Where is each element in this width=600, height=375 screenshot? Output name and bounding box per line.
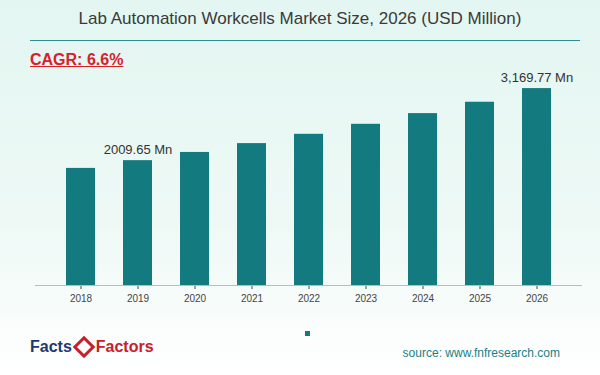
svg-text:3,169.77 Mn: 3,169.77 Mn xyxy=(501,70,573,85)
svg-text:2026: 2026 xyxy=(526,293,549,304)
svg-text:2025: 2025 xyxy=(469,293,492,304)
html-text:Lab Automation Workcells Marke: Lab Automation Workcells Market Size, 20… xyxy=(78,9,522,28)
html-text:source: www.fnfresearch.com: source: www.fnfresearch.com xyxy=(402,346,560,360)
svg-text:2024: 2024 xyxy=(412,293,435,304)
svg-text:2022: 2022 xyxy=(298,293,321,304)
svg-text:2021: 2021 xyxy=(241,293,264,304)
svg-text:2019: 2019 xyxy=(127,293,150,304)
svg-text:2023: 2023 xyxy=(355,293,378,304)
svg-text:2020: 2020 xyxy=(184,293,207,304)
html-text:Factors: Factors xyxy=(95,338,154,355)
html-text:CAGR: 6.6%: CAGR: 6.6% xyxy=(30,51,124,68)
html-text:Facts: Facts xyxy=(30,338,72,355)
svg-text:2018: 2018 xyxy=(70,293,93,304)
svg-text:2009.65 Mn: 2009.65 Mn xyxy=(104,142,173,157)
